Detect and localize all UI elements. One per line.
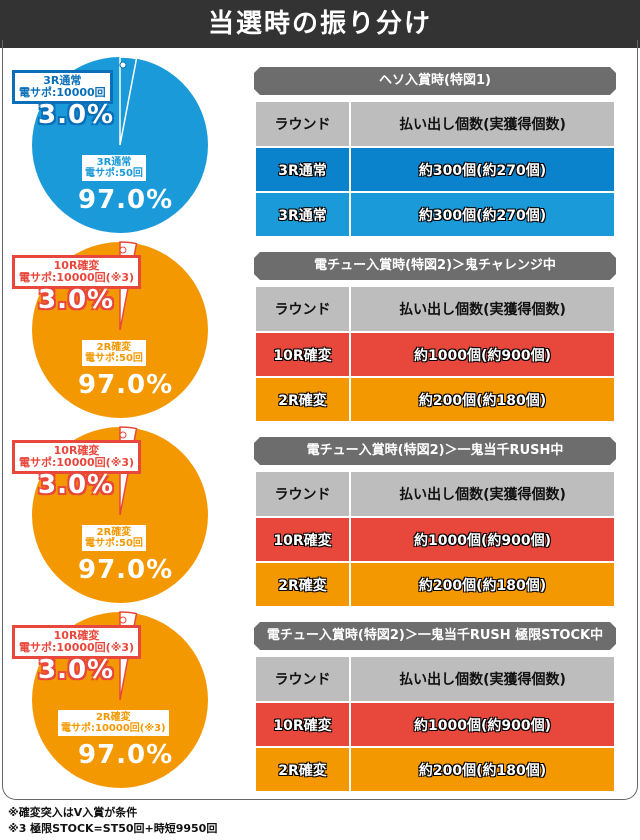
large-slice-sapo: 電サポ:10000回(※3) xyxy=(61,723,166,734)
large-slice-sapo: 電サポ:50回 xyxy=(85,168,143,179)
header-payout: 払い出し個数(実獲得個数) xyxy=(349,285,616,333)
small-slice-round: 10R確変 xyxy=(53,259,100,272)
cell-round: 2R確変 xyxy=(254,561,351,608)
cell-round: 2R確変 xyxy=(254,746,351,793)
large-slice-percent: 97.0% xyxy=(78,740,174,770)
small-slice-percent: 3.0% xyxy=(38,470,115,500)
table-header-row: ラウンド 払い出し個数(実獲得個数) xyxy=(254,470,616,518)
header-payout: 払い出し個数(実獲得個数) xyxy=(349,100,616,148)
large-slice-label: 2R確変 電サポ:50回 xyxy=(82,340,146,366)
table-row: 3R通常 約300個(約270個) xyxy=(254,146,616,193)
small-slice-sapo: 電サポ:10000回(※3) xyxy=(19,271,135,284)
page-title: 当選時の振り分け xyxy=(0,0,640,48)
small-slice-label: 3R通常 電サポ:10000回 xyxy=(12,70,113,104)
cell-payout: 約200個(約180個) xyxy=(349,561,616,608)
large-slice-percent: 97.0% xyxy=(78,185,174,215)
small-slice-percent: 3.0% xyxy=(38,100,115,130)
small-slice-percent: 3.0% xyxy=(38,655,115,685)
small-slice-percent: 3.0% xyxy=(38,285,115,315)
large-slice-label: 2R確変 電サポ:50回 xyxy=(82,525,146,551)
payout-table: ラウンド 払い出し個数(実獲得個数) 10R確変 約1000個(約900個) 2R確変… xyxy=(254,655,616,793)
header-payout: 払い出し個数(実獲得個数) xyxy=(349,655,616,703)
large-slice-percent: 97.0% xyxy=(78,555,174,585)
cell-round: 3R通常 xyxy=(254,191,351,238)
large-slice-round: 2R確変 xyxy=(96,342,132,353)
pie-pin-icon xyxy=(119,246,127,254)
large-slice-label: 3R通常 電サポ:50回 xyxy=(82,155,146,181)
table-header-row: ラウンド 払い出し個数(実獲得個数) xyxy=(254,655,616,703)
small-slice-label: 10R確変 電サポ:10000回(※3) xyxy=(12,625,142,659)
cell-round: 10R確変 xyxy=(254,331,351,378)
section-header: 電チュー入賞時(特図2)＞一鬼当千RUSH 極限STOCK中 xyxy=(254,622,616,650)
small-slice-round: 10R確変 xyxy=(53,444,100,457)
cell-payout: 約200個(約180個) xyxy=(349,746,616,793)
cell-payout: 約300個(約270個) xyxy=(349,146,616,193)
content-panel xyxy=(2,40,638,800)
small-slice-label: 10R確変 電サポ:10000回(※3) xyxy=(12,255,142,289)
table-row: 10R確変 約1000個(約900個) xyxy=(254,331,616,378)
footnote-2: ※3 極限STOCK=ST50回+時短9950回 xyxy=(8,822,218,835)
small-slice-round: 3R通常 xyxy=(43,74,82,87)
pie-pin-icon xyxy=(119,61,127,69)
section-header: 電チュー入賞時(特図2)＞鬼チャレンジ中 xyxy=(254,252,616,280)
table-row: 10R確変 約1000個(約900個) xyxy=(254,701,616,748)
cell-payout: 約1000個(約900個) xyxy=(349,331,616,378)
table-row: 3R通常 約300個(約270個) xyxy=(254,191,616,238)
small-slice-label: 10R確変 電サポ:10000回(※3) xyxy=(12,440,142,474)
large-slice-percent: 97.0% xyxy=(78,370,174,400)
section-header: ヘソ入賞時(特図1) xyxy=(254,67,616,95)
cell-payout: 約1000個(約900個) xyxy=(349,701,616,748)
table-row: 2R確変 約200個(約180個) xyxy=(254,561,616,608)
large-slice-sapo: 電サポ:50回 xyxy=(85,538,143,549)
cell-payout: 約200個(約180個) xyxy=(349,376,616,423)
table-row: 2R確変 約200個(約180個) xyxy=(254,376,616,423)
payout-table: ラウンド 払い出し個数(実獲得個数) 10R確変 約1000個(約900個) 2R確変… xyxy=(254,285,616,423)
large-slice-round: 3R通常 xyxy=(96,157,132,168)
payout-table: ラウンド 払い出し個数(実獲得個数) 3R通常 約300個(約270個) 3R通常 約3… xyxy=(254,100,616,238)
cell-round: 2R確変 xyxy=(254,376,351,423)
small-slice-sapo: 電サポ:10000回(※3) xyxy=(19,641,135,654)
large-slice-sapo: 電サポ:50回 xyxy=(85,353,143,364)
small-slice-sapo: 電サポ:10000回 xyxy=(19,86,106,99)
cell-payout: 約300個(約270個) xyxy=(349,191,616,238)
pie-pin-icon xyxy=(119,616,127,624)
header-round: ラウンド xyxy=(254,285,351,333)
cell-round: 3R通常 xyxy=(254,146,351,193)
large-slice-round: 2R確変 xyxy=(96,527,132,538)
small-slice-sapo: 電サポ:10000回(※3) xyxy=(19,456,135,469)
header-round: ラウンド xyxy=(254,655,351,703)
pie-slice-small xyxy=(119,56,138,146)
large-slice-round: 2R確変 xyxy=(95,712,131,723)
cell-payout: 約1000個(約900個) xyxy=(349,516,616,563)
header-round: ラウンド xyxy=(254,470,351,518)
large-slice-label: 2R確変 電サポ:10000回(※3) xyxy=(58,710,169,736)
header-round: ラウンド xyxy=(254,100,351,148)
small-slice-round: 10R確変 xyxy=(53,629,100,642)
header-payout: 払い出し個数(実獲得個数) xyxy=(349,470,616,518)
table-row: 2R確変 約200個(約180個) xyxy=(254,746,616,793)
table-header-row: ラウンド 払い出し個数(実獲得個数) xyxy=(254,100,616,148)
section-header: 電チュー入賞時(特図2)＞一鬼当千RUSH中 xyxy=(254,437,616,465)
table-header-row: ラウンド 払い出し個数(実獲得個数) xyxy=(254,285,616,333)
payout-table: ラウンド 払い出し個数(実獲得個数) 10R確変 約1000個(約900個) 2R確変… xyxy=(254,470,616,608)
cell-round: 10R確変 xyxy=(254,701,351,748)
table-row: 10R確変 約1000個(約900個) xyxy=(254,516,616,563)
cell-round: 10R確変 xyxy=(254,516,351,563)
footnote-1: ※確変突入はV入賞が条件 xyxy=(8,806,138,819)
pie-pin-icon xyxy=(119,431,127,439)
